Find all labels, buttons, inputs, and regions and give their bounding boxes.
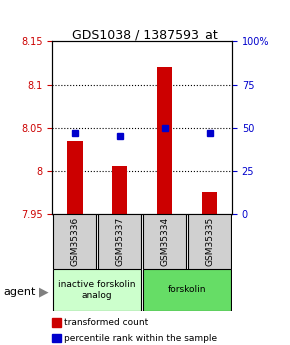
Text: inactive forskolin
analog: inactive forskolin analog	[58, 280, 136, 299]
Bar	[157, 67, 173, 214]
Text: agent: agent	[3, 287, 35, 296]
Text: GSM35335: GSM35335	[205, 217, 214, 266]
FancyBboxPatch shape	[188, 214, 231, 269]
Bar	[112, 166, 128, 214]
FancyBboxPatch shape	[53, 269, 141, 310]
Text: forskolin: forskolin	[168, 285, 206, 294]
Text: GSM35334: GSM35334	[160, 217, 169, 266]
FancyBboxPatch shape	[143, 214, 186, 269]
FancyBboxPatch shape	[143, 269, 231, 310]
Text: percentile rank within the sample: percentile rank within the sample	[64, 334, 217, 343]
Text: GSM35336: GSM35336	[70, 217, 79, 266]
Bar	[67, 140, 83, 214]
FancyBboxPatch shape	[98, 214, 141, 269]
Text: GSM35337: GSM35337	[115, 217, 124, 266]
Text: ▶: ▶	[39, 285, 49, 298]
Text: transformed count: transformed count	[64, 318, 148, 327]
Text: GDS1038 / 1387593_at: GDS1038 / 1387593_at	[72, 28, 218, 41]
FancyBboxPatch shape	[53, 214, 96, 269]
Bar	[202, 193, 218, 214]
